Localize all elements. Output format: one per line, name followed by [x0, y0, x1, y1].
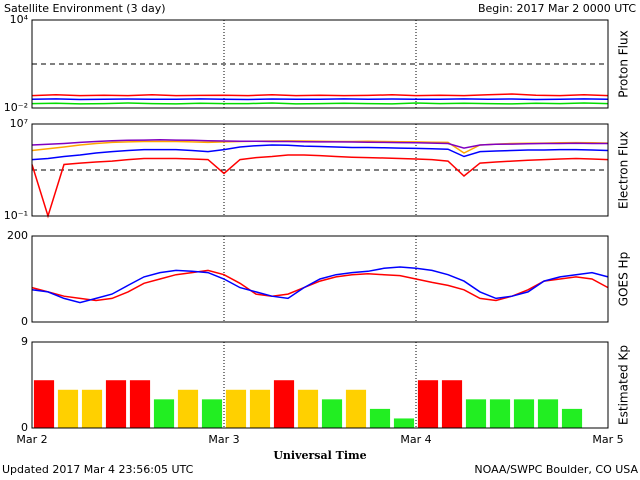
y-axis-label: Estimated Kp — [617, 345, 631, 425]
panel-frame — [31, 19, 609, 109]
y-tick-label: 9 — [21, 335, 28, 348]
x-tick-label: Mar 3 — [208, 433, 239, 446]
y-axis-label: Proton Flux — [617, 30, 631, 97]
bar — [249, 389, 271, 428]
bar — [489, 399, 511, 428]
series-line — [31, 154, 609, 219]
bar — [321, 399, 343, 428]
series-line — [31, 98, 609, 101]
x-tick-label: Mar 2 — [16, 433, 47, 446]
y-tick-label: 10⁴ — [10, 13, 29, 26]
y-axis-label: GOES Hp — [617, 252, 631, 306]
bar — [153, 399, 175, 428]
bar — [345, 389, 367, 428]
bar — [57, 389, 79, 428]
y-tick-label: 10⁷ — [10, 117, 28, 130]
bar — [297, 389, 319, 428]
bar — [513, 399, 535, 428]
bar — [369, 408, 391, 428]
updated: Updated 2017 Mar 4 23:56:05 UTC — [2, 463, 194, 476]
y-axis-label: Electron Flux — [617, 131, 631, 209]
series-line — [31, 139, 608, 149]
bar — [225, 389, 247, 428]
series-line — [31, 93, 609, 97]
bar — [105, 380, 127, 428]
y-tick-label: 200 — [7, 229, 28, 242]
bar — [273, 380, 295, 428]
bar — [177, 389, 199, 428]
y-tick-label: 10⁻¹ — [4, 209, 28, 222]
bar — [201, 399, 223, 428]
y-tick-label: 0 — [21, 315, 28, 328]
x-tick-label: Mar 4 — [400, 433, 431, 446]
x-tick-label: Mar 5 — [592, 433, 623, 446]
bar — [129, 380, 151, 428]
bar — [441, 380, 463, 428]
page-title: Satellite Environment (3 day) — [4, 2, 166, 15]
bar — [81, 389, 103, 428]
begin-time: Begin: 2017 Mar 2 0000 UTC — [478, 2, 636, 15]
series-line — [31, 269, 609, 302]
panel-frame — [31, 123, 609, 217]
bar — [537, 399, 559, 428]
series-line — [31, 102, 609, 105]
bar — [561, 408, 583, 428]
y-tick-label: 0 — [21, 421, 28, 434]
bar — [393, 418, 415, 428]
series-line — [31, 266, 609, 304]
x-axis-title: Universal Time — [273, 449, 366, 462]
panel-frame — [31, 341, 609, 429]
bar — [417, 380, 439, 428]
source: NOAA/SWPC Boulder, CO USA — [474, 463, 638, 476]
bar — [465, 399, 487, 428]
panel-frame — [31, 235, 609, 323]
bar — [33, 380, 55, 428]
series-line — [31, 144, 609, 161]
y-tick-label: 10⁻² — [4, 101, 28, 114]
